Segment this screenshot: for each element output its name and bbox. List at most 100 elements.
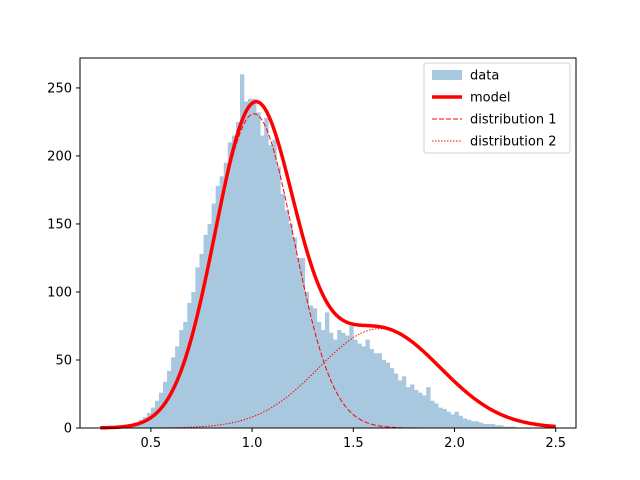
legend-label: model (470, 91, 510, 106)
histogram-bar (361, 346, 366, 428)
histogram-bar (219, 176, 225, 428)
histogram-bar (478, 422, 484, 428)
x-tick-label: 1.0 (242, 436, 263, 451)
histogram-bar (422, 395, 427, 428)
histogram-bar (495, 425, 500, 428)
histogram-bar (264, 117, 269, 429)
y-axis: 0 50 100 150 200 250 (47, 81, 80, 437)
histogram-bar (426, 387, 431, 428)
histogram-bar (486, 423, 492, 428)
histogram-bar (199, 253, 204, 428)
legend-box (423, 62, 571, 154)
histogram-bar (308, 305, 314, 428)
histogram-bar (203, 234, 208, 428)
histogram-bar (503, 426, 508, 428)
legend-label: distribution 2 (470, 135, 557, 150)
histogram-bar (385, 362, 391, 428)
x-tick-label: 2.0 (444, 436, 465, 451)
histogram-bar (239, 74, 245, 428)
y-tick-label: 0 (64, 422, 72, 437)
histogram-bar (353, 339, 358, 428)
x-tick-label: 1.5 (343, 436, 364, 451)
histogram-bar (288, 223, 293, 428)
histogram-bar (207, 223, 212, 428)
histogram-bar (284, 210, 289, 428)
histogram-bar (511, 426, 516, 428)
model-curve (100, 99, 556, 430)
histogram-bar (430, 400, 435, 428)
histogram-bar (304, 291, 310, 428)
histogram-bar (389, 368, 395, 428)
histogram-bar (507, 426, 512, 428)
plot-frame (79, 57, 577, 429)
histogram-bar (235, 121, 241, 428)
histogram-bar (341, 332, 346, 428)
legend-handle-data (432, 70, 462, 80)
histogram-bar (377, 353, 382, 428)
legend-label: distribution 1 (470, 113, 557, 128)
y-tick-label: 150 (47, 217, 72, 232)
histogram-bar (365, 339, 370, 428)
histogram-bar (373, 353, 378, 428)
histogram-bar (393, 373, 399, 428)
x-axis: 0.5 1.0 1.5 2.0 2.5 (141, 428, 566, 451)
histogram-bar (474, 421, 480, 428)
histogram-bar (316, 321, 322, 428)
histogram-bar (280, 194, 285, 428)
histogram-bar (337, 330, 342, 428)
histogram-bar (187, 302, 192, 428)
histogram-bar (211, 203, 216, 428)
histogram-bar (418, 392, 423, 428)
histogram-bar (462, 418, 467, 428)
histogram-bar (349, 325, 354, 428)
histogram-bar (292, 237, 297, 428)
histogram-bar (276, 166, 281, 428)
histogram-bar (397, 380, 403, 428)
histogram-bar (248, 98, 253, 428)
histogram-bar (179, 330, 184, 428)
histogram-bars (130, 74, 516, 429)
histogram-bar (482, 423, 488, 428)
histogram-bar (215, 185, 220, 428)
histogram-bar (490, 423, 496, 428)
legend-label: data (470, 69, 499, 84)
histogram-bar (333, 339, 338, 428)
histogram-bar (438, 407, 443, 428)
histogram-bar (268, 145, 273, 428)
y-tick-label: 200 (47, 149, 72, 164)
histogram-bar (454, 411, 459, 428)
histogram-bar (442, 408, 447, 428)
legend: data model distribution 1 distribution 2 (423, 62, 571, 154)
histogram-bar (405, 387, 411, 428)
histogram-bar (446, 411, 451, 428)
histogram-bar (470, 421, 476, 428)
histogram-bar (231, 135, 237, 429)
histogram-bar (345, 335, 350, 428)
histogram-bar (401, 376, 407, 428)
histogram-bar (300, 257, 306, 428)
histogram-bar (260, 135, 265, 429)
histogram-bar (369, 349, 374, 428)
histogram-bar (414, 389, 419, 428)
histogram-bar (312, 308, 318, 428)
histogram-bar (357, 343, 362, 428)
y-tick-label: 100 (47, 285, 72, 300)
y-tick-label: 50 (55, 353, 72, 368)
histogram-bar (466, 419, 472, 428)
histogram-bar (434, 403, 439, 428)
histogram-bar (243, 101, 249, 428)
histogram-bar (252, 98, 257, 428)
x-tick-label: 0.5 (141, 436, 162, 451)
histogram-bar (223, 162, 229, 428)
histogram-bar (296, 257, 301, 428)
histogram-bar (381, 359, 386, 428)
histogram-bar (450, 414, 455, 428)
histogram-bar (195, 267, 200, 428)
histogram-bar (272, 139, 277, 428)
histogram-bar (320, 330, 326, 428)
histogram-bar (499, 425, 504, 428)
y-tick-label: 250 (47, 81, 72, 96)
histogram-bar (256, 112, 261, 428)
histogram-bar (175, 346, 180, 428)
